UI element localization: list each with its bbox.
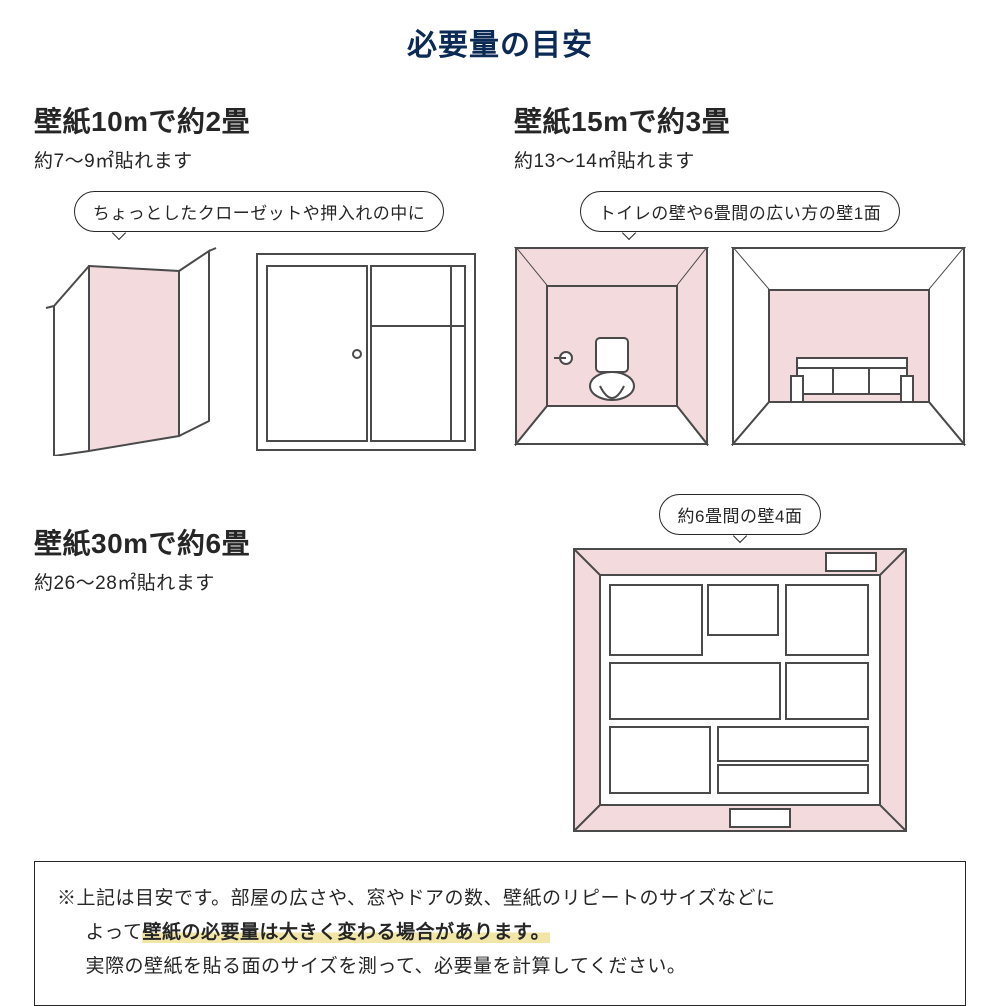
note-highlight: 壁紙の必要量は大きく変わる場合があります。 bbox=[142, 922, 550, 943]
infographic-page: 必要量の目安 壁紙10mで約2畳 約7～9㎡貼れます ちょっとしたクローゼットや… bbox=[0, 0, 1000, 1006]
sub-10m: 約7～9㎡貼れます bbox=[34, 146, 484, 173]
closet-open-illustration bbox=[34, 246, 229, 456]
heading-15m: 壁紙15mで約3畳 bbox=[514, 100, 966, 140]
section-30m-illustration-block: 約6畳間の壁4面 bbox=[514, 482, 966, 835]
note-line-3: 実際の壁紙を貼る面のサイズを測って、必要量を計算してください。 bbox=[57, 950, 943, 984]
page-title: 必要量の目安 bbox=[34, 20, 966, 64]
illustration-30m bbox=[514, 545, 966, 835]
note-box: ※上記は目安です。部屋の広さや、窓やドアの数、壁紙のリピートのサイズなどに よっ… bbox=[34, 861, 966, 1006]
section-15m: 壁紙15mで約3畳 約13～14㎡貼れます トイレの壁や6畳間の広い方の壁1面 bbox=[514, 100, 966, 456]
sliding-closet-illustration bbox=[251, 246, 481, 456]
note-line-2: よって壁紙の必要量は大きく変わる場合があります。 bbox=[57, 916, 943, 950]
content-grid: 壁紙10mで約2畳 約7～9㎡貼れます ちょっとしたクローゼットや押入れの中に bbox=[34, 100, 966, 835]
toilet-room-illustration bbox=[514, 246, 709, 446]
sub-30m: 約26～28㎡貼れます bbox=[34, 568, 484, 595]
bubble-30m: 約6畳間の壁4面 bbox=[659, 494, 822, 535]
bubble-wrap-30m: 約6畳間の壁4面 bbox=[514, 476, 966, 535]
sub-15m: 約13～14㎡貼れます bbox=[514, 146, 966, 173]
bubble-10m: ちょっとしたクローゼットや押入れの中に bbox=[74, 191, 445, 232]
section-30m: 壁紙30mで約6畳 約26～28㎡貼れます bbox=[34, 522, 484, 835]
bubble-wrap-15m: トイレの壁や6畳間の広い方の壁1面 bbox=[514, 173, 966, 232]
room-topdown-illustration bbox=[570, 545, 910, 835]
heading-30m: 壁紙30mで約6畳 bbox=[34, 522, 484, 562]
bubble-wrap-10m: ちょっとしたクローゼットや押入れの中に bbox=[34, 173, 484, 232]
living-wall-illustration bbox=[731, 246, 966, 446]
bubble-15m: トイレの壁や6畳間の広い方の壁1面 bbox=[580, 191, 900, 232]
note-line-2-pre: よって bbox=[86, 922, 143, 943]
section-10m: 壁紙10mで約2畳 約7～9㎡貼れます ちょっとしたクローゼットや押入れの中に bbox=[34, 100, 484, 456]
note-line-1: ※上記は目安です。部屋の広さや、窓やドアの数、壁紙のリピートのサイズなどに bbox=[57, 882, 943, 916]
illustration-row-15m bbox=[514, 246, 966, 446]
illustration-row-10m bbox=[34, 246, 484, 456]
heading-10m: 壁紙10mで約2畳 bbox=[34, 100, 484, 140]
